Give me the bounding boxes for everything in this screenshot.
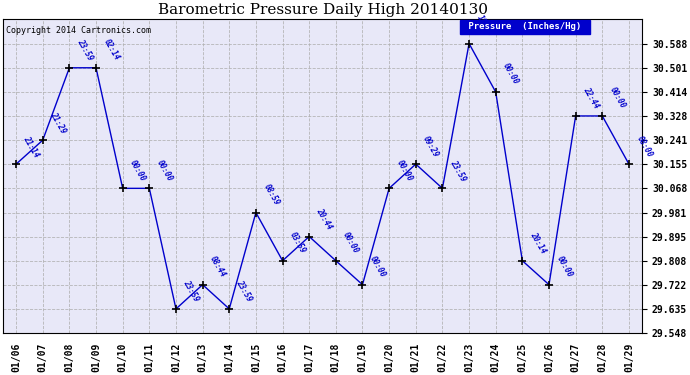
Text: 00:00: 00:00 xyxy=(342,231,361,255)
Text: 00:00: 00:00 xyxy=(368,255,387,279)
Text: 20:44: 20:44 xyxy=(315,206,334,231)
Text: 00:00: 00:00 xyxy=(395,158,414,183)
Text: 20:14: 20:14 xyxy=(528,231,547,255)
Text: 23:59: 23:59 xyxy=(235,279,254,303)
Title: Barometric Pressure Daily High 20140130: Barometric Pressure Daily High 20140130 xyxy=(157,3,488,17)
Text: 08:59: 08:59 xyxy=(262,183,281,207)
Text: 22:44: 22:44 xyxy=(581,86,600,110)
Text: 00:00: 00:00 xyxy=(608,86,627,110)
Text: 23:59: 23:59 xyxy=(75,38,95,62)
Text: 09:29: 09:29 xyxy=(422,134,441,159)
Text: 00:00: 00:00 xyxy=(155,158,175,183)
Text: 18:29: 18:29 xyxy=(475,13,494,38)
Text: 03:59: 03:59 xyxy=(288,231,308,255)
Text: 00:00: 00:00 xyxy=(501,62,521,87)
Text: Copyright 2014 Cartronics.com: Copyright 2014 Cartronics.com xyxy=(6,26,151,34)
Text: 21:14: 21:14 xyxy=(21,134,41,159)
Text: 23:59: 23:59 xyxy=(448,158,467,183)
Text: 00:00: 00:00 xyxy=(555,255,574,279)
Text: 08:00: 08:00 xyxy=(635,134,654,159)
Text: 00:00: 00:00 xyxy=(128,158,148,183)
Text: 08:44: 08:44 xyxy=(208,255,228,279)
Text: 21:29: 21:29 xyxy=(48,110,68,135)
Text: 02:14: 02:14 xyxy=(101,38,121,62)
Text: Pressure  (Inches/Hg): Pressure (Inches/Hg) xyxy=(463,22,586,32)
Text: 23:59: 23:59 xyxy=(181,279,201,303)
